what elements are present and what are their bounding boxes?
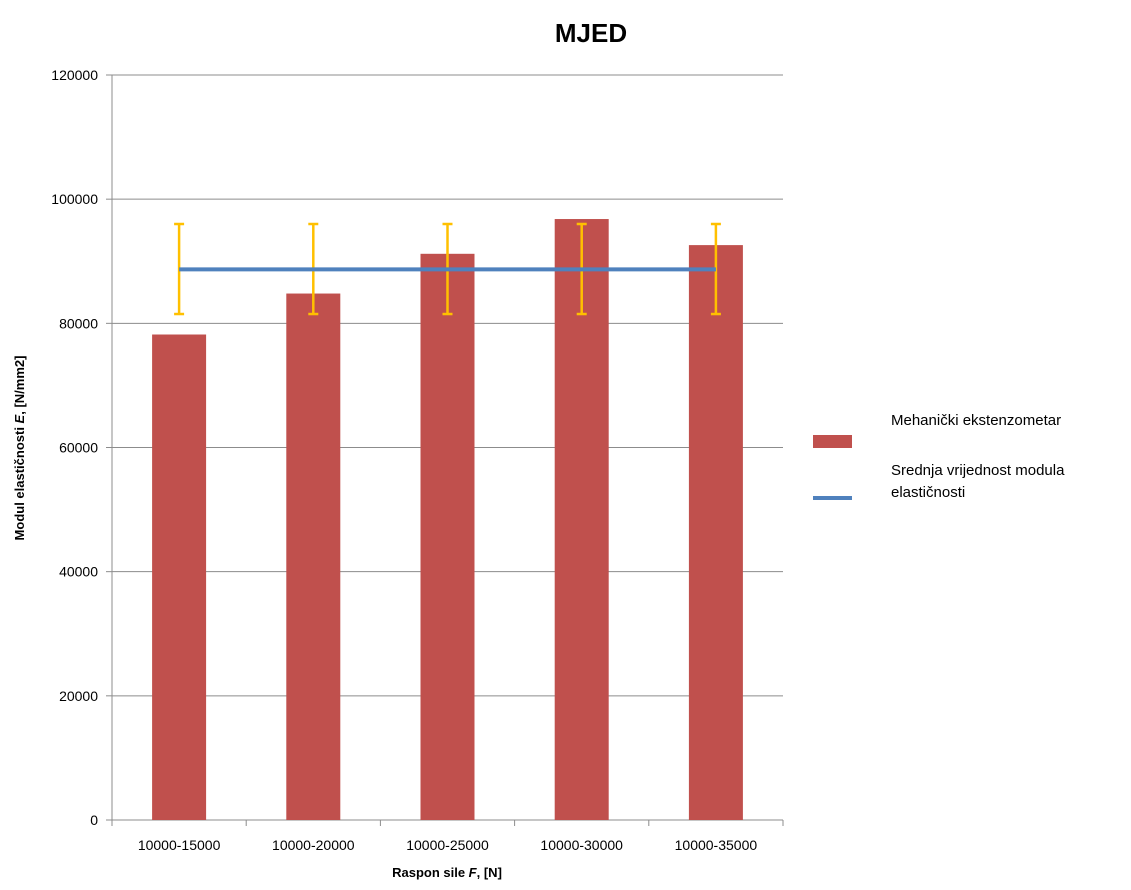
bar-3 [554, 219, 609, 821]
y-tick-label-6: 120000 [51, 67, 98, 83]
x-axis-label: Raspon sile F, [N] [392, 865, 502, 880]
legend: Mehanički ekstenzometar Srednja vrijedno… [813, 412, 1069, 501]
legend-label-line-2: elastičnosti [891, 484, 965, 501]
legend-label-line-1: Srednja vrijednost modula [891, 462, 1065, 479]
y-tick-label-1: 20000 [59, 688, 98, 704]
y-axis-label: Modul elastičnosti E, [N/mm2] [12, 356, 27, 541]
chart-title: MJED [555, 18, 627, 48]
y-tick-labels: 0 20000 40000 60000 80000 100000 120000 [51, 67, 98, 828]
bar-2 [420, 253, 475, 821]
y-tick-label-5: 100000 [51, 191, 98, 207]
x-tick-label-2: 10000-25000 [406, 837, 489, 853]
legend-swatch-bar [813, 435, 852, 448]
legend-label-line: Srednja vrijednost modula elastičnosti [891, 462, 1069, 501]
y-tick-label-4: 80000 [59, 315, 98, 331]
bar-1 [286, 293, 341, 820]
x-tick-label-4: 10000-35000 [675, 837, 758, 853]
x-tick-labels: 10000-15000 10000-20000 10000-25000 10000-3… [138, 837, 758, 853]
y-tick-label-3: 60000 [59, 440, 98, 456]
x-tick-label-1: 10000-20000 [272, 837, 355, 853]
bar-0 [152, 334, 207, 820]
x-tick-label-3: 10000-30000 [540, 837, 623, 853]
legend-label-bar: Mehanički ekstenzometar [891, 412, 1061, 429]
x-tick-label-0: 10000-15000 [138, 837, 221, 853]
bar-series [152, 219, 743, 821]
y-tick-label-2: 40000 [59, 564, 98, 580]
bar-4 [688, 245, 743, 820]
y-tick-label-0: 0 [90, 812, 98, 828]
